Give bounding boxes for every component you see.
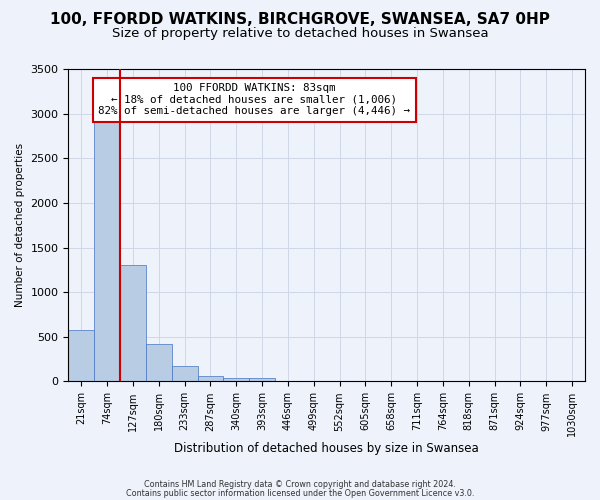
Text: 100, FFORDD WATKINS, BIRCHGROVE, SWANSEA, SA7 0HP: 100, FFORDD WATKINS, BIRCHGROVE, SWANSEA… xyxy=(50,12,550,28)
Bar xyxy=(223,378,249,382)
Bar xyxy=(120,264,146,382)
Bar xyxy=(172,366,197,382)
Text: Contains HM Land Registry data © Crown copyright and database right 2024.: Contains HM Land Registry data © Crown c… xyxy=(144,480,456,489)
X-axis label: Distribution of detached houses by size in Swansea: Distribution of detached houses by size … xyxy=(175,442,479,455)
Text: Size of property relative to detached houses in Swansea: Size of property relative to detached ho… xyxy=(112,28,488,40)
Bar xyxy=(249,378,275,382)
Text: Contains public sector information licensed under the Open Government Licence v3: Contains public sector information licen… xyxy=(126,488,474,498)
Bar xyxy=(68,330,94,382)
Y-axis label: Number of detached properties: Number of detached properties xyxy=(15,143,25,308)
Bar xyxy=(146,344,172,382)
Bar xyxy=(94,121,120,382)
Text: 100 FFORDD WATKINS: 83sqm
← 18% of detached houses are smaller (1,006)
82% of se: 100 FFORDD WATKINS: 83sqm ← 18% of detac… xyxy=(98,83,410,116)
Bar xyxy=(197,376,223,382)
